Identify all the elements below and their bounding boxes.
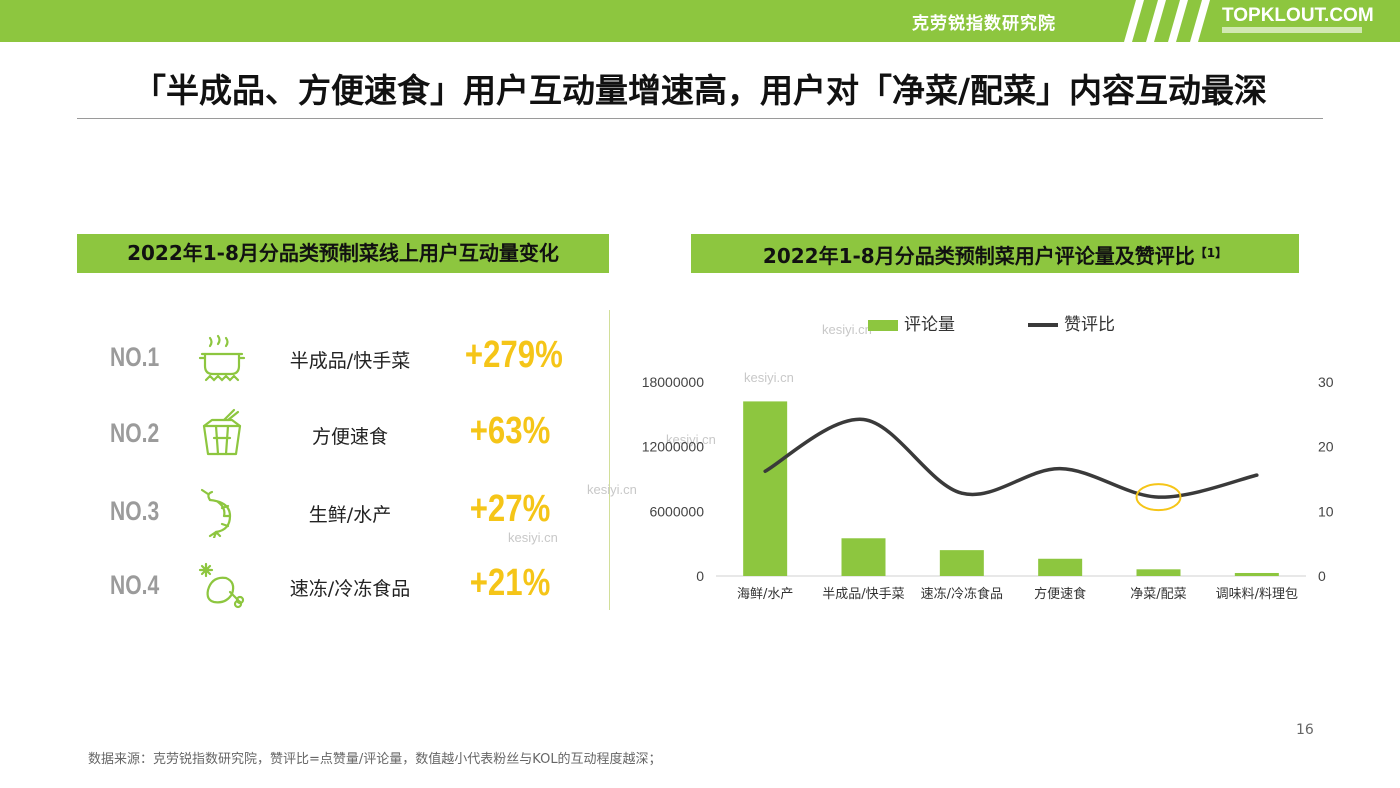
y-left-tick-label: 0 — [696, 568, 704, 584]
legend-swatch-line — [1028, 323, 1058, 327]
page-number: 16 — [1296, 722, 1314, 738]
highlight-ellipse — [1135, 483, 1182, 512]
bar-3 — [939, 550, 984, 576]
rank-row-4: NO.4 速冻/冷冻食品 +21% — [0, 558, 609, 618]
rank-growth: +21% — [469, 562, 551, 604]
rank-growth: +279% — [464, 334, 563, 376]
bar-5 — [1136, 569, 1181, 576]
rank-number: NO.4 — [110, 570, 160, 600]
watermark-4: kesiyi.cn — [587, 482, 637, 497]
brand-tagline-bar — [1222, 27, 1362, 33]
rank-category: 速冻/冷冻食品 — [289, 578, 411, 600]
takeout-box-icon — [202, 408, 242, 456]
ratio-line — [763, 417, 1259, 499]
page-title: 「半成品、方便速食」用户互动量增速高，用户对「净菜/配菜」内容互动最深 — [132, 71, 1268, 110]
legend-label-bar: 评论量 — [904, 315, 955, 335]
ratio-point-6 — [1255, 473, 1259, 477]
x-tick-label: 调味料/料理包 — [1216, 587, 1298, 602]
y-left-tick-label: 12000000 — [642, 439, 705, 455]
ratio-point-1 — [763, 469, 767, 473]
x-tick-label: 方便速食 — [1034, 586, 1086, 602]
frozen-drumstick-icon — [198, 562, 245, 609]
y-right-tick-label: 10 — [1318, 503, 1334, 519]
legend-item-line: 赞评比 — [1028, 310, 1115, 335]
x-tick-label: 海鲜/水产 — [737, 587, 793, 602]
bar-4 — [1038, 558, 1083, 576]
ratio-point-3 — [960, 491, 964, 495]
rank-row-3: NO.3 生鲜/水产 +27% — [0, 484, 609, 544]
x-tick-label: 半成品/快手菜 — [822, 587, 904, 602]
ratio-point-5 — [1157, 495, 1160, 499]
legend-swatch-bar — [868, 319, 898, 331]
watermark-5: kesiyi.cn — [508, 530, 558, 545]
ratio-point-4 — [1058, 467, 1062, 471]
rank-category: 半成品/快手菜 — [289, 350, 411, 372]
y-right-tick-label: 30 — [1318, 374, 1334, 390]
y-right-tick-label: 0 — [1318, 568, 1326, 584]
heading-footnote-mark: 【1】 — [1194, 246, 1228, 260]
decorative-stripes — [1124, 0, 1210, 42]
ratio-point-2 — [862, 418, 865, 422]
bar-6 — [1234, 572, 1279, 576]
y-right-tick-label: 20 — [1318, 439, 1334, 455]
legend-label-line: 赞评比 — [1064, 315, 1115, 335]
left-panel-heading: 2022年1-8月分品类预制菜线上用户互动量变化 — [77, 234, 609, 273]
rank-growth: +27% — [469, 488, 551, 530]
y-left-tick-label: 6000000 — [649, 503, 704, 519]
rank-growth: +63% — [469, 410, 551, 452]
shrimp-icon — [200, 488, 232, 538]
data-source-note: 数据来源：克劳锐指数研究院，赞评比=点赞量/评论量，数值越小代表粉丝与KOL的互… — [88, 752, 662, 767]
org-name: 克劳锐指数研究院 — [912, 14, 1056, 34]
watermark-3: kesiyi.cn — [666, 432, 716, 447]
bar-1 — [743, 401, 788, 576]
legend-item-bar: 评论量 — [868, 310, 955, 335]
brand-logo: TOPKLOUT.COM — [1222, 5, 1374, 26]
top-banner: 克劳锐指数研究院 TOPKLOUT.COM — [0, 0, 1400, 42]
right-panel-heading: 2022年1-8月分品类预制菜用户评论量及赞评比【1】 — [691, 234, 1299, 273]
rank-row-1: NO.1 半成品/快手菜 +279% — [0, 330, 609, 390]
rank-number: NO.2 — [110, 418, 160, 448]
rank-number: NO.3 — [110, 496, 160, 526]
watermark-1: kesiyi.cn — [822, 322, 872, 337]
panel-divider — [609, 310, 610, 610]
bar-2 — [841, 538, 886, 576]
cooking-pot-icon — [198, 334, 246, 382]
title-divider — [77, 118, 1323, 119]
x-tick-label: 速冻/冷冻食品 — [921, 586, 1003, 602]
rank-category: 生鲜/水产 — [308, 504, 392, 526]
x-tick-label: 净菜/配菜 — [1130, 587, 1186, 602]
watermark-2: kesiyi.cn — [744, 370, 794, 385]
rank-category: 方便速食 — [311, 426, 388, 448]
y-left-tick-label: 18000000 — [642, 374, 705, 390]
right-panel-heading-text: 2022年1-8月分品类预制菜用户评论量及赞评比 — [762, 244, 1195, 268]
rank-number: NO.1 — [110, 342, 160, 372]
rank-row-2: NO.2 方便速食 +63% — [0, 406, 609, 466]
